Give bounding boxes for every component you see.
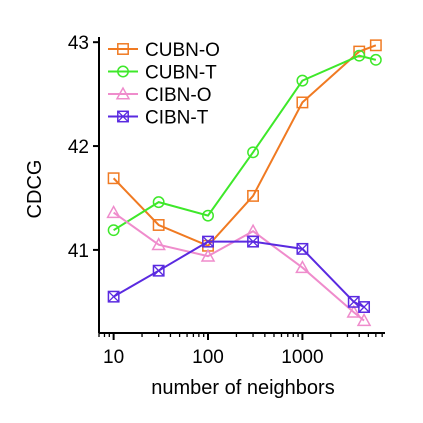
data-point-cibn-t (202, 235, 214, 248)
marker-box (152, 264, 165, 277)
marker-box (107, 290, 120, 303)
series-line-cibn-t (113, 240, 365, 308)
marker-box (117, 110, 129, 123)
legend-marker (117, 110, 129, 123)
marker-cross (296, 243, 309, 255)
data-point-cubn-t (369, 53, 382, 66)
data-point-cubn-o (296, 96, 309, 109)
data-point-cibn-t (358, 301, 371, 313)
axes: 41 42 43 10 100 1000 (68, 33, 385, 368)
x-tick-label: 1000 (281, 347, 323, 368)
data-point-cibn-o (346, 304, 362, 318)
data-point-cibn-t (107, 290, 120, 303)
legend-marker (115, 86, 131, 100)
data-point-cubn-o (369, 39, 382, 52)
series-layer (106, 39, 382, 327)
legend-item-cubn-t: CUBN-T (108, 63, 217, 84)
marker-cross (247, 235, 259, 248)
data-point-cibn-o (295, 260, 310, 274)
legend-marker (117, 43, 129, 55)
series-cubn-t (107, 49, 382, 237)
x-tick-label: 10 (103, 347, 124, 368)
legend-item-cubn-o: CUBN-O (108, 40, 220, 61)
legend-label: CUBN-T (145, 63, 217, 84)
marker-cross (358, 301, 370, 313)
series-line-cibn-o (113, 211, 365, 322)
marker-cross (117, 110, 129, 123)
marker-cross (152, 265, 165, 277)
data-point-cubn-o (152, 219, 165, 231)
y-tick-label: 41 (68, 241, 89, 262)
x-tick-label: 100 (192, 347, 224, 368)
data-point-cibn-o (200, 248, 216, 262)
data-point-cibn-o (106, 204, 121, 219)
data-point-cubn-t (202, 209, 214, 222)
legend-label: CUBN-O (145, 40, 220, 61)
legend-item-cibn-o: CIBN-O (108, 85, 212, 106)
legend-item-cibn-t: CIBN-T (108, 108, 209, 129)
data-point-cubn-t (353, 49, 366, 62)
marker-box (358, 301, 371, 313)
data-point-cubn-t (247, 146, 259, 159)
y-tick-label: 42 (68, 137, 89, 158)
marker-cross (202, 235, 214, 248)
series-line-cubn-t (113, 54, 377, 232)
data-point-cubn-o (107, 172, 120, 185)
data-point-cubn-t (152, 196, 165, 209)
series-line-cubn-o (112, 44, 377, 247)
marker-box (296, 242, 309, 255)
data-point-cubn-t (296, 74, 309, 87)
data-point-cubn-o (247, 189, 259, 202)
data-point-cibn-o (151, 237, 166, 251)
marker-cross (107, 290, 120, 303)
data-point-cibn-t (152, 264, 165, 277)
marker-box (202, 235, 214, 248)
legend-label: CIBN-T (145, 108, 209, 129)
series-cibn-o (106, 204, 372, 327)
marker-cross (348, 296, 360, 308)
data-point-cubn-t (107, 224, 120, 237)
y-axis-label: CDCG (24, 160, 46, 219)
data-point-cibn-t (296, 242, 309, 255)
legend-marker (117, 65, 129, 78)
x-axis-label: number of neighbors (151, 377, 334, 399)
data-point-cibn-o (356, 312, 372, 327)
series-cibn-t (107, 235, 371, 313)
marker-box (247, 235, 259, 248)
legend-label: CIBN-O (145, 85, 212, 106)
y-tick-label: 43 (68, 33, 89, 54)
data-point-cibn-t (247, 235, 259, 248)
